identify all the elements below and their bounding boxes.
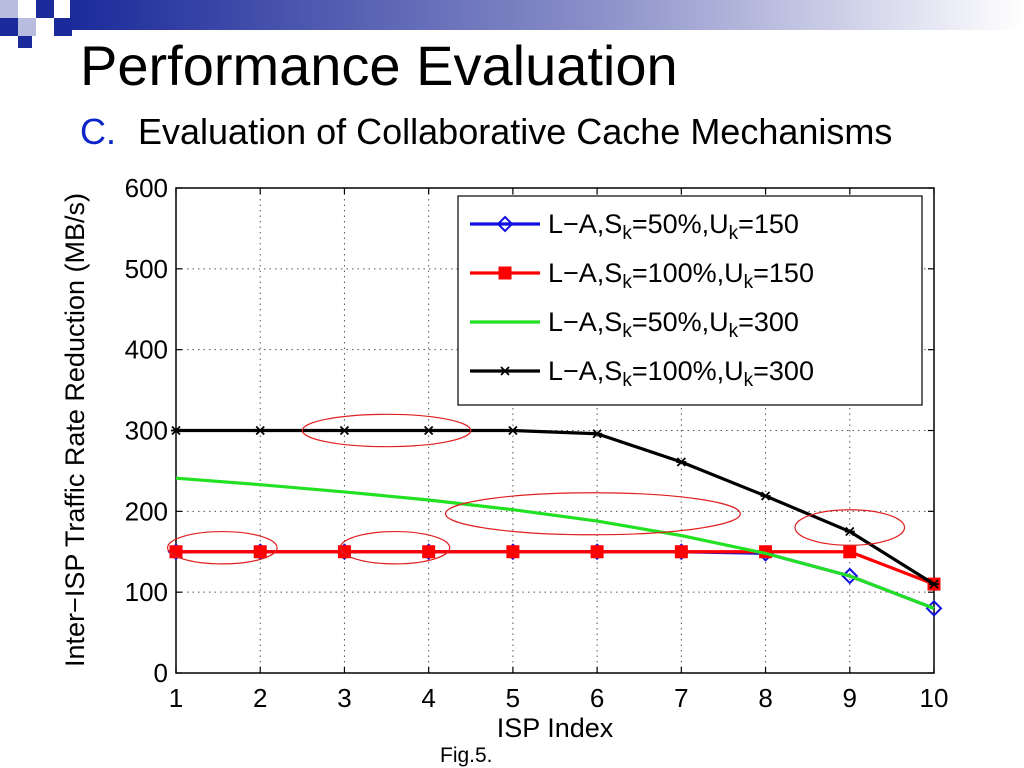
figure-caption: Fig.5. xyxy=(440,744,493,767)
legend-item: L−A,Sk=50%,Uk=300 xyxy=(470,307,799,342)
subtitle-text: Evaluation of Collaborative Cache Mechan… xyxy=(138,111,893,152)
data-point xyxy=(253,545,267,559)
data-point xyxy=(592,429,603,439)
subtitle-letter: C. xyxy=(80,111,116,152)
annotation-ellipse xyxy=(444,492,741,536)
y-tick-label: 500 xyxy=(125,254,168,284)
legend-label: L−A,Sk=100%,Uk=150 xyxy=(548,258,814,293)
annotation-ellipse xyxy=(794,509,906,546)
x-tick-label: 3 xyxy=(337,683,351,713)
y-tick-label: 0 xyxy=(154,658,168,688)
corner-square xyxy=(18,0,36,18)
annotation-ellipse xyxy=(301,413,472,448)
data-point xyxy=(760,491,771,501)
legend-label: L−A,Sk=50%,Uk=150 xyxy=(548,209,799,244)
data-point xyxy=(171,425,181,436)
data-point xyxy=(337,545,351,559)
corner-square xyxy=(0,18,18,36)
series-line xyxy=(176,550,935,586)
series-line xyxy=(175,476,935,610)
corner-decoration xyxy=(0,0,1024,48)
data-point xyxy=(676,457,687,467)
x-tick-label: 6 xyxy=(590,683,604,713)
data-point xyxy=(506,545,520,559)
slide-subtitle: C. Evaluation of Collaborative Cache Mech… xyxy=(80,114,892,150)
annotation-layer xyxy=(166,413,906,565)
data-point xyxy=(844,526,855,537)
legend-item: L−A,Sk=100%,Uk=300 xyxy=(470,356,814,391)
y-tick-label: 300 xyxy=(125,416,168,446)
corner-square xyxy=(36,0,54,18)
header-gradient-bar xyxy=(70,0,1024,30)
corner-square xyxy=(18,18,36,36)
y-tick-label: 200 xyxy=(125,496,168,526)
x-tick-label: 1 xyxy=(169,683,183,713)
data-point xyxy=(674,545,688,559)
data-point xyxy=(423,425,434,436)
series-3 xyxy=(175,476,935,610)
x-tick-labels: 1 2 3 4 5 6 7 8 9 10 xyxy=(169,188,949,713)
y-tick-label: 400 xyxy=(125,335,168,365)
x-tick-label: 9 xyxy=(843,683,857,713)
data-point xyxy=(422,545,436,559)
corner-square xyxy=(18,36,32,48)
annotation-ellipse xyxy=(339,530,451,565)
data-point xyxy=(929,579,939,589)
legend: L−A,Sk=50%,Uk=150 L−A,Sk=100%,Uk=150 L−A,S… xyxy=(457,195,923,406)
y-tick-label: 100 xyxy=(125,577,168,607)
annotation-ellipse xyxy=(166,530,278,565)
data-point xyxy=(590,545,604,559)
corner-square xyxy=(0,0,18,18)
x-tick-label: 7 xyxy=(674,683,688,713)
x-tick-label: 8 xyxy=(758,683,772,713)
slide-title: Performance Evaluation xyxy=(80,34,678,97)
data-point xyxy=(507,425,518,436)
data-point xyxy=(255,425,266,436)
data-point xyxy=(843,545,857,559)
legend-label: L−A,Sk=100%,Uk=300 xyxy=(548,356,814,391)
y-tick-label: 600 xyxy=(125,173,168,203)
legend-item: L−A,Sk=100%,Uk=150 xyxy=(470,258,814,293)
x-tick-label: 10 xyxy=(920,683,949,713)
corner-square xyxy=(36,18,54,36)
x-tick-label: 4 xyxy=(421,683,435,713)
legend-marker xyxy=(500,366,510,376)
y-tick-labels: 0 100 200 300 400 500 600 xyxy=(125,173,934,688)
x-tick-label: 2 xyxy=(253,683,267,713)
x-axis-label: ISP Index xyxy=(497,713,614,743)
data-point xyxy=(339,425,350,436)
legend-item: L−A,Sk=50%,Uk=150 xyxy=(470,209,799,244)
legend-marker xyxy=(498,266,512,280)
legend-marker xyxy=(496,215,514,233)
corner-square xyxy=(54,18,72,36)
x-tick-label: 5 xyxy=(506,683,520,713)
y-axis-label: Inter−ISP Traffic Rate Reduction (MB/s) xyxy=(60,193,90,667)
legend-label: L−A,Sk=50%,Uk=300 xyxy=(548,307,799,342)
